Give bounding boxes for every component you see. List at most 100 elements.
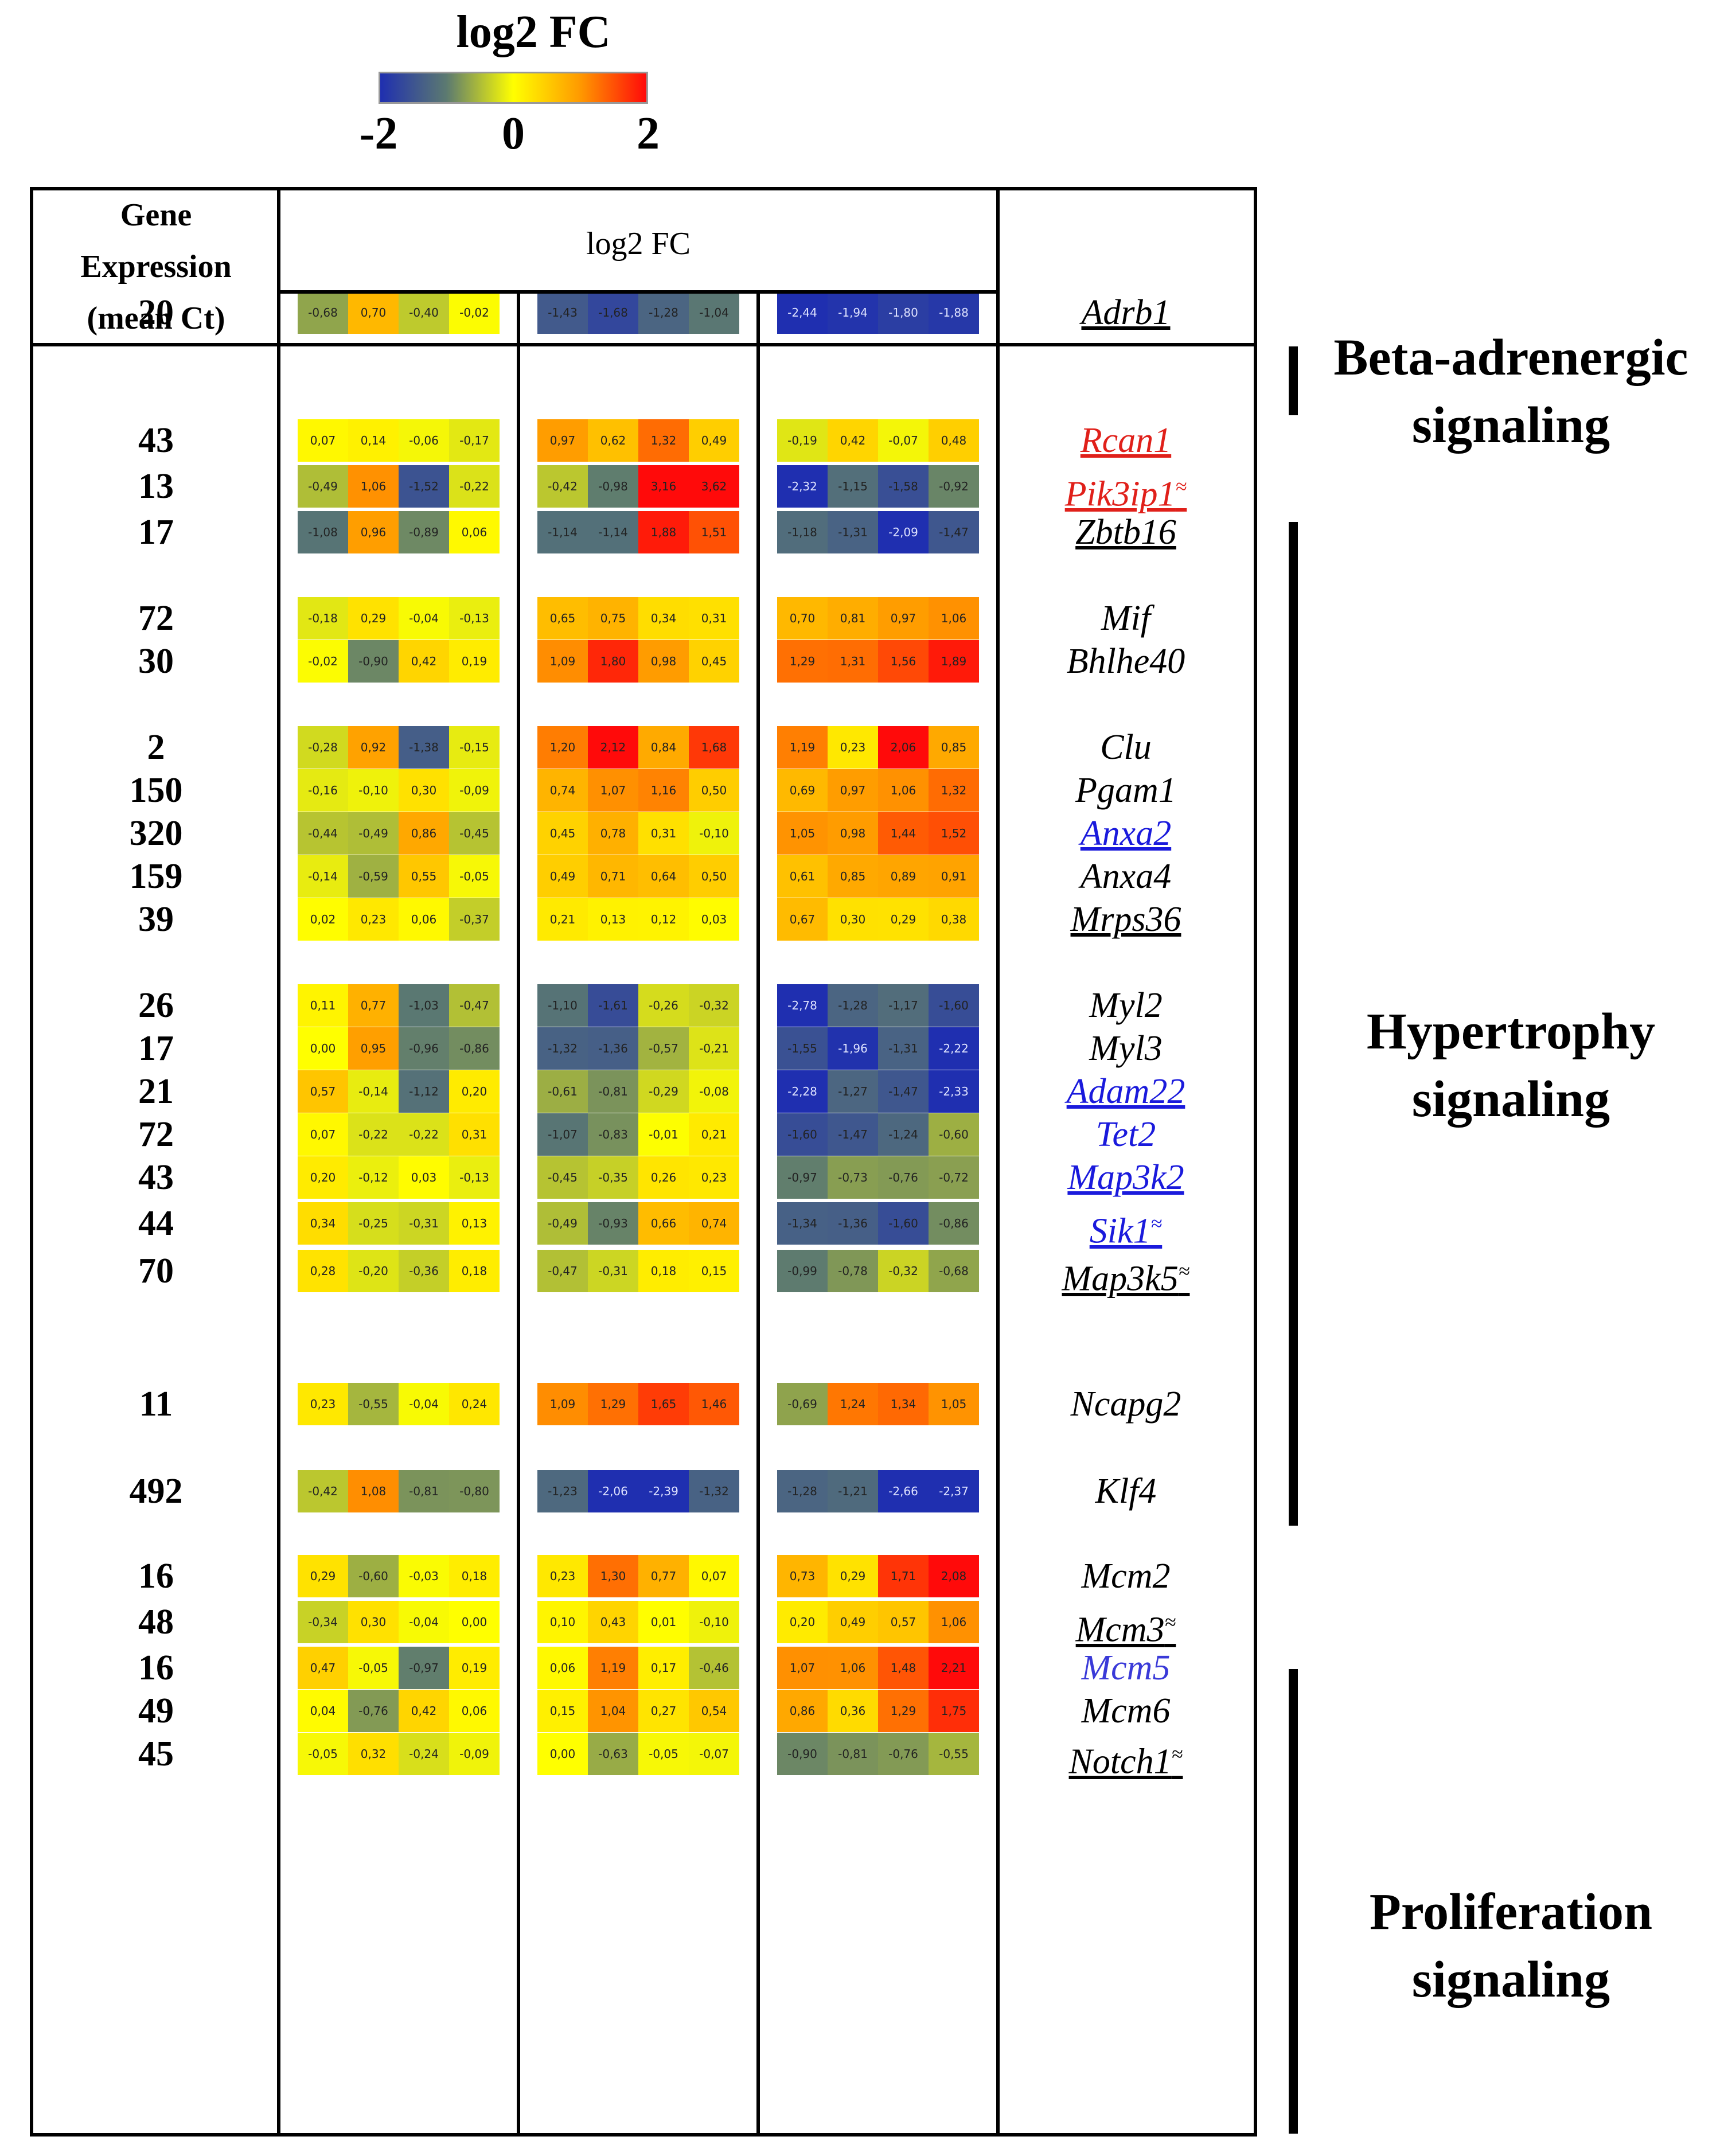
heatmap-cell: 1,48 (878, 1647, 929, 1689)
heatmap-cell: 0,01 (638, 1601, 689, 1643)
mean-ct-value: 72 (138, 1115, 174, 1154)
heatmap-cell: 0,10 (537, 1601, 588, 1643)
heatmap-cell: 0,92 (348, 726, 399, 769)
fc-header: log2 FC (586, 226, 691, 262)
gene-name: Klf4 (1095, 1472, 1157, 1511)
gene-label: Anxa2 (998, 808, 1254, 859)
heatmap-cell: 0,47 (298, 1647, 348, 1689)
heatmap-cell: 0,45 (537, 812, 588, 855)
heatmap-cell: -2,33 (929, 1070, 979, 1113)
heatmap-cell: -1,31 (828, 511, 878, 553)
heatmap-cell: 0,61 (777, 855, 828, 898)
heatmap-cell: -2,66 (878, 1470, 929, 1512)
heatmap-cell: -0,37 (449, 898, 500, 941)
gene-name: Rcan1 (1080, 421, 1172, 460)
heatmap-cell: 0,89 (878, 855, 929, 898)
heatmap-cell: 0,02 (298, 898, 348, 941)
heatmap-cell: 1,07 (588, 769, 638, 812)
heatmap-cell: -2,78 (777, 984, 828, 1027)
heatmap-cell: -2,44 (777, 291, 828, 334)
mean-ct-value: 159 (129, 857, 183, 896)
heatmap-cell: -0,49 (537, 1202, 588, 1245)
heatmap-cell: 0,19 (449, 1647, 500, 1689)
heatmap-cell: 2,12 (588, 726, 638, 769)
heatmap-cell: 0,50 (689, 855, 739, 898)
gene-label: Mcm2 (998, 1550, 1254, 1602)
heatmap-cell: -1,38 (399, 726, 449, 769)
mean-ct-value: 43 (138, 421, 174, 460)
heatmap-cell: 0,38 (929, 898, 979, 941)
heatmap-cell: 1,05 (929, 1383, 979, 1425)
heatmap-cell: -0,13 (449, 597, 500, 640)
heatmap-cell: -1,10 (537, 984, 588, 1027)
heatmap-cell: 0,20 (449, 1070, 500, 1113)
heatmap-cell: -1,52 (399, 465, 449, 508)
heatmap-cell: 0,03 (689, 898, 739, 941)
heatmap-cell: 0,18 (638, 1250, 689, 1292)
heatmap-cell: -1,43 (537, 291, 588, 334)
gene-label: Anxa4 (998, 851, 1254, 902)
heatmap-cell: 0,95 (348, 1027, 399, 1070)
heatmap-cell: 0,65 (537, 597, 588, 640)
heatmap-cell: 1,88 (638, 511, 689, 553)
bracket-beta-adrenergic (1289, 346, 1298, 415)
heatmap-cell: -0,49 (298, 465, 348, 508)
heatmap-cell: 1,06 (929, 597, 979, 640)
heatmap-cell: -0,31 (588, 1250, 638, 1292)
heatmap-cell: -0,25 (348, 1202, 399, 1245)
gene-label: Map3k2 (998, 1152, 1254, 1203)
col1-header-line1: Gene (120, 197, 192, 233)
heatmap-cell: 0,27 (638, 1690, 689, 1732)
heatmap-cell: 1,52 (929, 812, 979, 855)
mean-ct-value: 16 (138, 1557, 174, 1596)
gene-approx-marker: ≈ (1175, 475, 1187, 498)
gene-name: Clu (1100, 728, 1152, 767)
gene-label: Myl3 (998, 1023, 1254, 1074)
heatmap-cell: 0,14 (348, 419, 399, 462)
heatmap-cell: -0,86 (449, 1027, 500, 1070)
heatmap-cell: -1,58 (878, 465, 929, 508)
heatmap-cell: -0,14 (298, 855, 348, 898)
heatmap-cell: -0,68 (298, 291, 348, 334)
heatmap-cell: 1,71 (878, 1555, 929, 1597)
heatmap-cell: 0,49 (828, 1601, 878, 1643)
proliferation-label-line2: signaling (1411, 1951, 1610, 2008)
heatmap-cell: 1,06 (348, 465, 399, 508)
heatmap-cell: -1,07 (537, 1113, 588, 1156)
heatmap-cell: 1,34 (878, 1383, 929, 1425)
mean-ct-value: 20 (138, 293, 174, 332)
mean-ct-value: 21 (138, 1072, 174, 1111)
legend-mid-label: 0 (502, 108, 525, 159)
mean-ct-value: 48 (138, 1603, 174, 1642)
beta-label-line1: Beta-adrenergic (1333, 329, 1688, 386)
mean-ct-value: 49 (138, 1691, 174, 1730)
heatmap-cell: -0,22 (399, 1113, 449, 1156)
heatmap-cell: -1,24 (878, 1113, 929, 1156)
heatmap-cell: 0,57 (298, 1070, 348, 1113)
heatmap-cell: -0,55 (348, 1383, 399, 1425)
heatmap-cell: -0,60 (348, 1555, 399, 1597)
heatmap-cell: -0,45 (537, 1156, 588, 1199)
heatmap-cell: -0,81 (399, 1470, 449, 1512)
heatmap-cell: -1,60 (878, 1202, 929, 1245)
gene-label: Notch1≈ (998, 1728, 1254, 1781)
hypertrophy-label-line1: Hypertrophy (1366, 1003, 1656, 1060)
heatmap-cell: 0,98 (828, 812, 878, 855)
legend-title: log2 FC (456, 7, 611, 57)
heatmap-cell: -0,47 (449, 984, 500, 1027)
heatmap-cell: 0,49 (689, 419, 739, 462)
heatmap-cell: 1,75 (929, 1690, 979, 1732)
heatmap-cell: -0,05 (449, 855, 500, 898)
heatmap-cell: -0,55 (929, 1733, 979, 1775)
heatmap-cell: 0,00 (298, 1027, 348, 1070)
heatmap-cell: -0,76 (348, 1690, 399, 1732)
header-sub-divider (277, 290, 1000, 294)
heatmap-cell: 0,81 (828, 597, 878, 640)
heatmap-cell: -1,36 (828, 1202, 878, 1245)
heatmap-cell: 0,29 (878, 898, 929, 941)
heatmap-cell: -1,27 (828, 1070, 878, 1113)
heatmap-cell: -0,28 (298, 726, 348, 769)
heatmap-cell: 0,34 (298, 1202, 348, 1245)
heatmap-cell: 0,67 (777, 898, 828, 941)
heatmap-cell: -0,97 (399, 1647, 449, 1689)
